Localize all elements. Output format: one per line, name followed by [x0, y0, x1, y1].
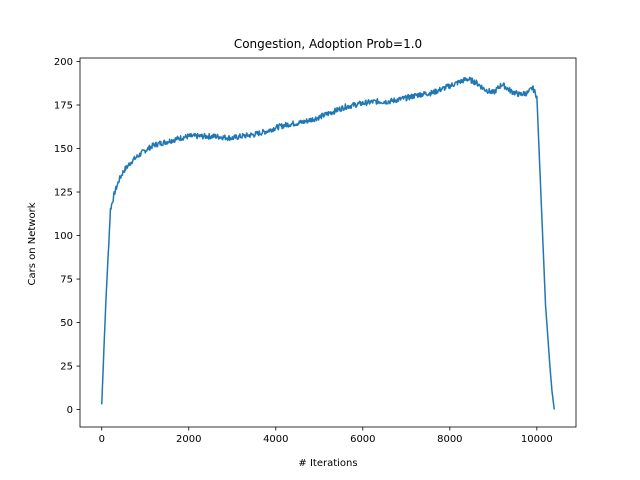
y-tick-label: 75	[60, 275, 73, 286]
x-tick-label: 6000	[350, 434, 375, 445]
y-tick-label: 175	[54, 100, 73, 111]
x-tick-label: 8000	[437, 434, 462, 445]
y-tick-label: 125	[54, 188, 73, 199]
chart-title: Congestion, Adoption Prob=1.0	[234, 37, 422, 51]
y-axis-label: Cars on Network	[27, 202, 38, 285]
x-axis-label: # Iterations	[298, 458, 357, 469]
y-tick-label: 100	[54, 231, 73, 242]
plot-area: 0 2000 4000 6000 8000 10000 0 25 50 75 100 125 150 17…	[54, 57, 577, 445]
y-tick-label: 150	[54, 144, 73, 155]
series-line	[101, 76, 555, 410]
x-tick-label: 4000	[263, 434, 288, 445]
y-tick-label: 25	[60, 362, 73, 373]
plot-frame	[79, 57, 577, 428]
x-tick-label: 0	[99, 434, 105, 445]
x-tick-label: 10000	[521, 434, 553, 445]
y-tick-label: 200	[54, 57, 73, 68]
x-tick-label: 2000	[176, 434, 201, 445]
y-tick-label: 0	[67, 405, 73, 416]
y-tick-label: 50	[60, 318, 73, 329]
